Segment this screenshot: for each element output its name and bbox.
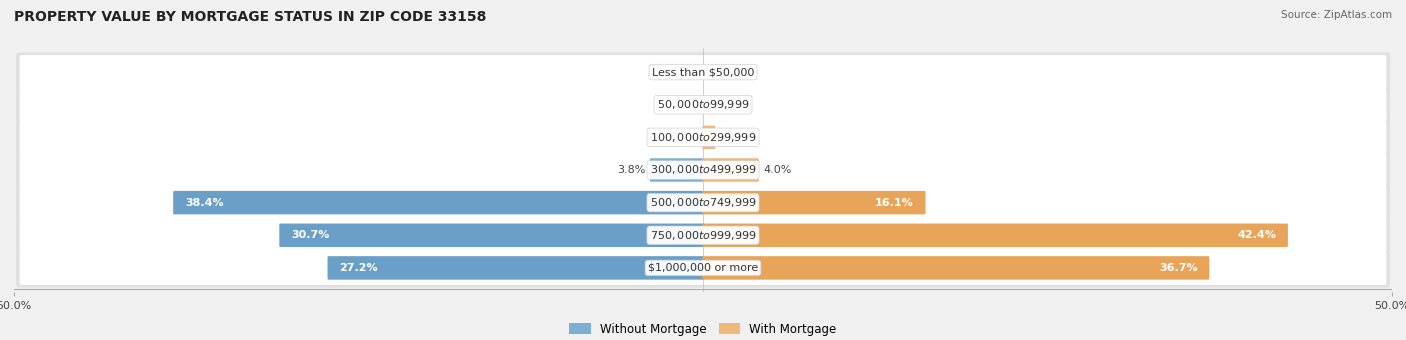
Text: 0.0%: 0.0% — [709, 67, 737, 77]
FancyBboxPatch shape — [20, 218, 1386, 252]
Text: PROPERTY VALUE BY MORTGAGE STATUS IN ZIP CODE 33158: PROPERTY VALUE BY MORTGAGE STATUS IN ZIP… — [14, 10, 486, 24]
Text: 0.0%: 0.0% — [709, 100, 737, 110]
FancyBboxPatch shape — [703, 158, 759, 182]
Text: $50,000 to $99,999: $50,000 to $99,999 — [657, 98, 749, 111]
FancyBboxPatch shape — [15, 216, 1391, 255]
FancyBboxPatch shape — [15, 85, 1391, 124]
Text: 0.0%: 0.0% — [669, 132, 697, 142]
Text: 27.2%: 27.2% — [339, 263, 378, 273]
FancyBboxPatch shape — [20, 55, 1386, 89]
Text: 0.0%: 0.0% — [669, 100, 697, 110]
Text: $750,000 to $999,999: $750,000 to $999,999 — [650, 229, 756, 242]
FancyBboxPatch shape — [15, 248, 1391, 288]
FancyBboxPatch shape — [703, 223, 1288, 247]
Text: Source: ZipAtlas.com: Source: ZipAtlas.com — [1281, 10, 1392, 20]
FancyBboxPatch shape — [328, 256, 703, 280]
Text: $500,000 to $749,999: $500,000 to $749,999 — [650, 196, 756, 209]
Text: Less than $50,000: Less than $50,000 — [652, 67, 754, 77]
FancyBboxPatch shape — [20, 186, 1386, 220]
FancyBboxPatch shape — [15, 183, 1391, 222]
FancyBboxPatch shape — [280, 223, 703, 247]
FancyBboxPatch shape — [20, 88, 1386, 122]
Text: 4.0%: 4.0% — [763, 165, 792, 175]
FancyBboxPatch shape — [20, 251, 1386, 285]
Text: 3.8%: 3.8% — [617, 165, 645, 175]
Text: $300,000 to $499,999: $300,000 to $499,999 — [650, 164, 756, 176]
FancyBboxPatch shape — [703, 191, 925, 215]
FancyBboxPatch shape — [20, 153, 1386, 187]
Text: $100,000 to $299,999: $100,000 to $299,999 — [650, 131, 756, 144]
Text: 0.84%: 0.84% — [720, 132, 755, 142]
FancyBboxPatch shape — [15, 150, 1391, 190]
FancyBboxPatch shape — [650, 158, 703, 182]
FancyBboxPatch shape — [15, 52, 1391, 92]
Text: 16.1%: 16.1% — [875, 198, 914, 208]
Text: $1,000,000 or more: $1,000,000 or more — [648, 263, 758, 273]
FancyBboxPatch shape — [15, 118, 1391, 157]
Text: 0.0%: 0.0% — [669, 67, 697, 77]
Text: 30.7%: 30.7% — [291, 230, 329, 240]
Text: 42.4%: 42.4% — [1237, 230, 1277, 240]
FancyBboxPatch shape — [703, 125, 716, 149]
Text: 38.4%: 38.4% — [186, 198, 224, 208]
FancyBboxPatch shape — [20, 120, 1386, 154]
Text: 36.7%: 36.7% — [1159, 263, 1198, 273]
FancyBboxPatch shape — [173, 191, 703, 215]
Legend: Without Mortgage, With Mortgage: Without Mortgage, With Mortgage — [565, 318, 841, 340]
FancyBboxPatch shape — [703, 256, 1209, 280]
